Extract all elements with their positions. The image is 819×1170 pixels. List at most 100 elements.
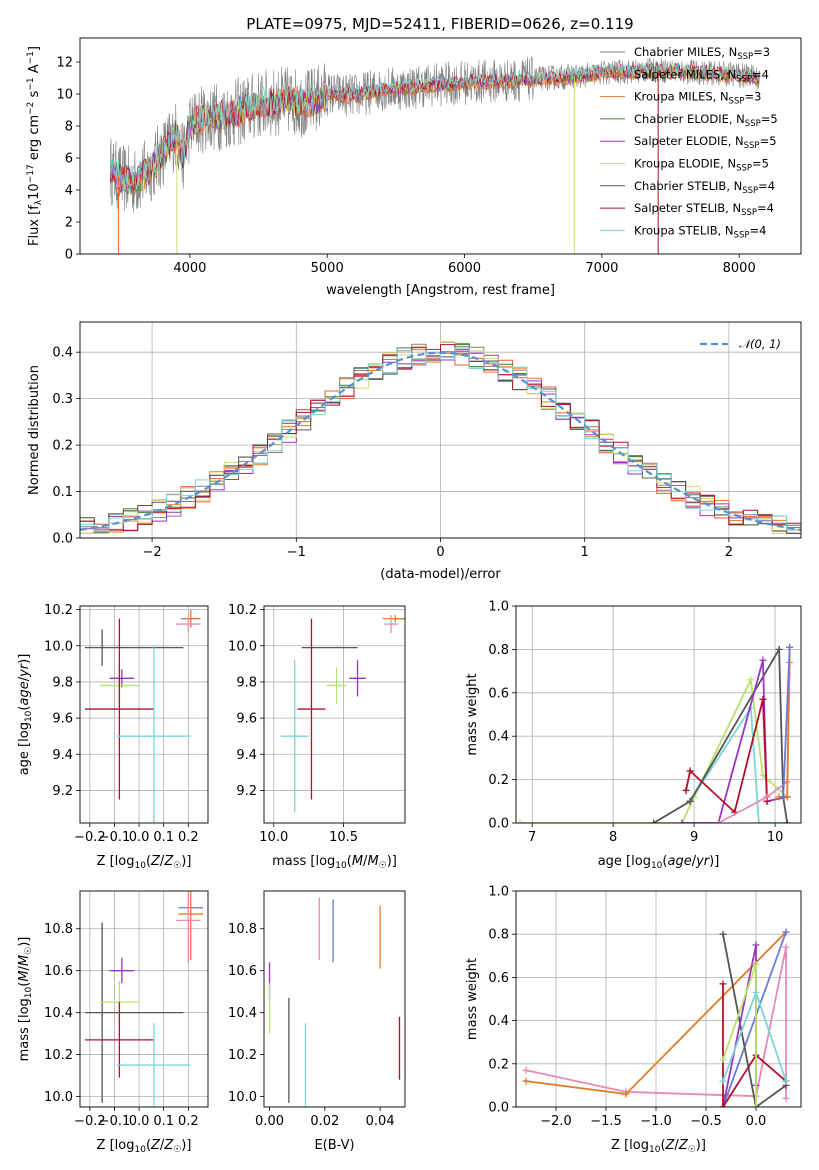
errorbar-point [178, 891, 204, 961]
y-tick-label: 0.4 [488, 1014, 509, 1029]
y-axis-label: Flux [fλ10−17 erg cm−2 s−1 A−1] [26, 46, 44, 246]
mass-weight-marker [759, 695, 767, 703]
spectrum-model [109, 61, 760, 192]
axes-frame [515, 605, 802, 824]
y-axis-label: Normed distribution [27, 365, 42, 495]
axes-frame [79, 37, 802, 255]
x-tick-label: 5000 [311, 261, 344, 276]
mass-weight-marker [782, 943, 790, 951]
y-tick-label: 12 [56, 56, 73, 71]
x-axis-label: mass [log10(M/M☉)] [272, 854, 397, 871]
x-tick-label: −0.5 [690, 1114, 722, 1129]
x-tick-label: −0.1 [99, 830, 131, 845]
y-tick-label: 9.6 [236, 712, 257, 727]
errorbar-point [326, 667, 347, 704]
mass-weight-marker [682, 786, 690, 794]
mass-weight-marker [516, 819, 524, 823]
mass-weight-marker [622, 1090, 630, 1098]
plot-area [268, 897, 401, 1107]
legend-label: Chabrier MILES, NSSP=3 [634, 45, 770, 62]
x-tick-label: 0.02 [310, 1114, 339, 1129]
y-tick-label: 10.8 [44, 922, 73, 937]
x-tick-label: 0.0 [129, 1114, 150, 1129]
mass-weight-line [782, 647, 791, 798]
plot-area [84, 891, 204, 1107]
x-tick-label: −1.5 [590, 1114, 622, 1129]
y-tick-label: 0.1 [52, 485, 73, 500]
mass-weight-marker [782, 1094, 790, 1102]
y-tick-label: 10.6 [44, 964, 73, 979]
x-tick-label: −2.0 [540, 1114, 572, 1129]
y-tick-label: 0.0 [488, 1101, 509, 1116]
errorbar-point [116, 1023, 191, 1107]
y-tick-label: 10.4 [228, 1006, 257, 1021]
legend: Chabrier MILES, NSSP=3 Salpeter MILES, NS… [600, 45, 778, 240]
x-tick-label: 0.2 [178, 1114, 199, 1129]
mass-weight-marker [755, 819, 763, 823]
legend-label: Kroupa ELODIE, NSSP=5 [634, 157, 769, 174]
x-tick-label: −2 [143, 545, 162, 560]
x-axis-label: Z [log10(Z/Z☉)] [97, 1138, 192, 1155]
mass-weight-marker [522, 1077, 530, 1085]
panel-spectrum: 4000 5000 6000 7000 8000 0 2 4 6 8 10 12 Chabrier MI… [26, 37, 802, 298]
errorbar-point [382, 615, 405, 623]
x-tick-label: 0.1 [153, 830, 174, 845]
y-tick-label: 0.2 [488, 773, 509, 788]
errorbar-point [116, 645, 191, 823]
mass-weight-marker [719, 1077, 727, 1085]
y-tick-label: 0.4 [52, 346, 73, 361]
y-tick-label: 6 [65, 152, 73, 167]
mass-weight-marker [719, 1103, 727, 1107]
legend-label: Salpeter MILES, NSSP=4 [634, 67, 769, 84]
mass-weight-marker [782, 928, 790, 936]
mass-weight-marker [783, 819, 791, 823]
y-axis-label: mass weight [465, 673, 480, 755]
panel-mass-weight-vs-age: 7 8 9 10 0.0 0.2 0.4 0.6 0.8 1.0 age [log10(age/yr… [465, 600, 802, 871]
y-tick-label: 0 [65, 248, 73, 263]
y-tick-label: 9.8 [236, 675, 257, 690]
x-tick-label: −0.2 [74, 1114, 106, 1129]
x-tick-label: −1.0 [640, 1114, 672, 1129]
mass-weight-marker [714, 819, 722, 823]
errorbar-point [176, 891, 201, 963]
plot-area [516, 643, 794, 823]
mass-weight-line [722, 934, 787, 1107]
panel-age-vs-mass: 10.0 10.5 9.2 9.4 9.6 9.8 10.0 10.2 mass [log10(… [228, 603, 406, 871]
errorbar-point [109, 958, 135, 984]
y-tick-label: 10.0 [228, 639, 257, 654]
x-tick-label: 10.5 [329, 830, 358, 845]
y-tick-label: 10.0 [228, 1090, 257, 1105]
mass-weight-marker [686, 767, 694, 775]
mass-weight-marker [719, 980, 727, 988]
mass-weight-line [722, 931, 787, 1107]
plot-area [80, 341, 801, 534]
x-tick-label: 0.2 [178, 830, 199, 845]
axes-frame [263, 605, 406, 824]
normal-curve [80, 351, 801, 531]
mass-weight-line [682, 660, 788, 823]
y-tick-label: 0.8 [488, 928, 509, 943]
x-tick-label: 6000 [448, 261, 481, 276]
x-axis-label: age [log10(age/yr)] [598, 854, 720, 871]
mass-weight-line [520, 676, 788, 823]
mass-weight-marker [752, 989, 760, 997]
panel-mass-vs-Z: −0.2−0.10.0 0.1 0.2 10.0 10.2 10.4 10.6 10.8 Z [… [17, 890, 209, 1155]
x-axis-label: E(B-V) [314, 1138, 354, 1153]
axes-frame [79, 605, 209, 824]
y-tick-label: 9.4 [236, 748, 257, 763]
y-tick-label: 0.6 [488, 971, 509, 986]
y-tick-label: 2 [65, 216, 73, 231]
axes-frame [79, 321, 802, 539]
mass-weight-marker [719, 930, 727, 938]
x-tick-label: 7 [528, 830, 536, 845]
y-tick-label: 10.8 [228, 922, 257, 937]
x-tick-label: 7000 [585, 261, 618, 276]
x-tick-label: 0.00 [255, 1114, 284, 1129]
panel-residuals: −2 −1 0 1 2 0.0 0.1 0.2 0.3 0.4 𝒩(0, 1) (data-model… [27, 321, 802, 582]
x-tick-label: 4000 [173, 261, 206, 276]
legend-label: Kroupa STELIB, NSSP=4 [634, 223, 766, 240]
y-tick-label: 9.4 [52, 748, 73, 763]
axes-frame [515, 890, 802, 1108]
